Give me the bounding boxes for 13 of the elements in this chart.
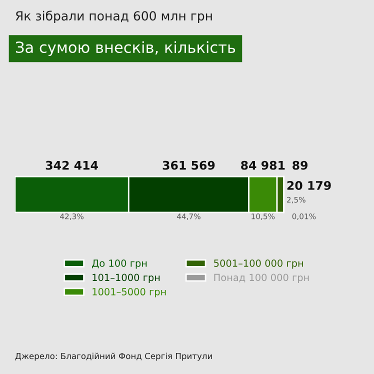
chart-subtitle: За сумою внесків, кількість (16, 41, 236, 56)
text: 20 179 (287, 181, 331, 190)
text: Джерело: Благодійний Фонд Сергія Притули (15, 352, 212, 361)
legend-label: 5001–100 000 грн (214, 260, 303, 269)
legend-label: Понад 100 000 грн (214, 274, 309, 284)
legend-label: До 100 грн (92, 260, 147, 269)
text: 361 569 (162, 160, 215, 170)
chart-title: Як зібрали понад 600 млн грн (16, 10, 212, 23)
legend-label: 101–1000 грн (92, 274, 160, 284)
text: 84 981 (241, 160, 285, 170)
text: 89 (292, 160, 308, 170)
text: 342 414 (46, 160, 98, 170)
legend-label: 1001–5000 грн (92, 288, 166, 298)
